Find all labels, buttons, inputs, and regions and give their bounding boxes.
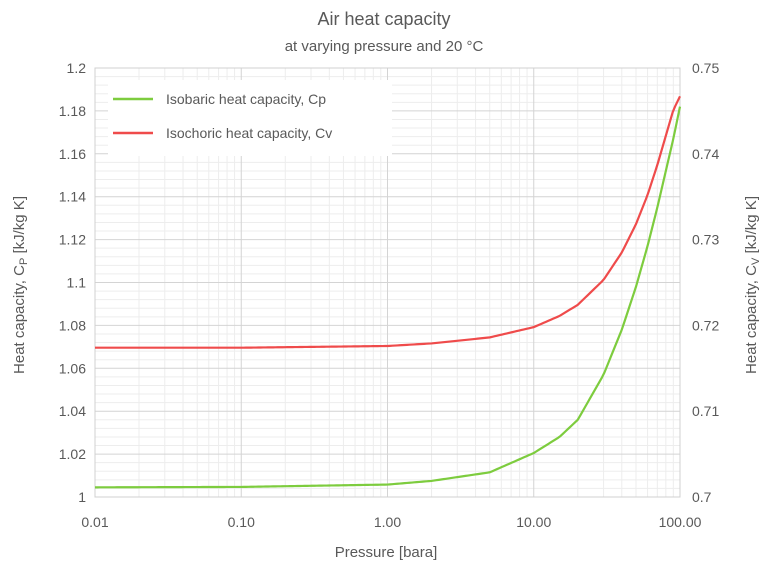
- y-right-tick-label: 0.71: [692, 403, 719, 419]
- series-line-cv: [95, 95, 681, 349]
- x-tick-label: 0.01: [81, 514, 108, 530]
- y-left-tick-label: 1.2: [67, 60, 87, 76]
- axes: 1 1.02 1.04 1.06 1.08 1.1 1.12 1.14 1.16 1.18 1.2 0…: [59, 60, 720, 530]
- y-axis-left-title: Heat capacity, CP [kJ/kg K]: [11, 196, 30, 374]
- x-tick-label: 100.00: [659, 514, 702, 530]
- y-right-tick-label: 0.7: [692, 489, 712, 505]
- chart-subtitle: at varying pressure and 20 °C: [285, 38, 484, 55]
- y-left-tick-label: 1.12: [59, 232, 86, 248]
- y-left-tick-label: 1.18: [59, 103, 86, 119]
- grid: [94, 67, 681, 498]
- y-right-tick-label: 0.74: [692, 146, 719, 162]
- y-left-tick-label: 1: [78, 489, 86, 505]
- y-right-tick-label: 0.75: [692, 60, 719, 76]
- y-left-tick-label: 1.1: [67, 275, 87, 291]
- y-left-tick-label: 1.16: [59, 146, 86, 162]
- x-tick-label: 1.00: [374, 514, 401, 530]
- x-axis-title: Pressure [bara]: [335, 544, 438, 561]
- y-left-tick-label: 1.04: [59, 403, 86, 419]
- y-right-tick-label: 0.73: [692, 232, 719, 248]
- legend-box: [108, 80, 392, 156]
- y-right-tick-label: 0.72: [692, 317, 719, 333]
- y-left-tick-label: 1.08: [59, 317, 86, 333]
- series-lines: [94, 95, 682, 489]
- series-line-cp: [94, 106, 682, 489]
- x-tick-label: 0.10: [228, 514, 255, 530]
- chart-title: Air heat capacity: [317, 9, 450, 29]
- legend-label-cp: Isobaric heat capacity, Cp: [166, 91, 326, 107]
- y-left-tick-label: 1.06: [59, 360, 86, 376]
- y-axis-right-title: Heat capacity, CV [kJ/kg K]: [743, 196, 762, 374]
- plot-area-border: [94, 67, 681, 498]
- x-tick-label: 10.00: [516, 514, 551, 530]
- y-left-tick-label: 1.02: [59, 446, 86, 462]
- legend-label-cv: Isochoric heat capacity, Cv: [166, 125, 332, 141]
- legend: Isobaric heat capacity, Cp Isochoric hea…: [108, 80, 392, 156]
- y-left-tick-label: 1.14: [59, 189, 86, 205]
